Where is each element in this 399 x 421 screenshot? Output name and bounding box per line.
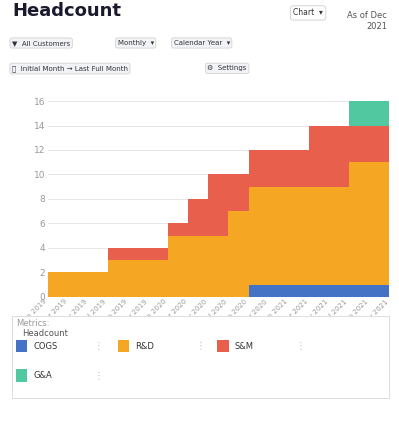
Text: Headcount: Headcount [12, 2, 121, 20]
Text: ⚙  Settings: ⚙ Settings [207, 65, 247, 71]
Text: ⬜  Initial Month → Last Full Month: ⬜ Initial Month → Last Full Month [12, 65, 128, 72]
Text: As of Dec
2021: As of Dec 2021 [347, 11, 387, 31]
Text: COGS: COGS [33, 341, 57, 351]
Text: ⋮: ⋮ [295, 341, 305, 351]
Text: Calendar Year  ▾: Calendar Year ▾ [174, 40, 230, 46]
Text: ▼  All Customers: ▼ All Customers [12, 40, 70, 46]
Text: ⋮: ⋮ [94, 370, 103, 381]
Text: Monthly  ▾: Monthly ▾ [118, 40, 154, 46]
Text: S&M: S&M [235, 341, 254, 351]
Text: Headcount: Headcount [22, 329, 68, 338]
Text: G&A: G&A [33, 371, 52, 380]
Text: ⋮: ⋮ [94, 341, 103, 351]
Text: Chart  ▾: Chart ▾ [293, 8, 323, 17]
Text: R&D: R&D [135, 341, 154, 351]
Text: Metrics:: Metrics: [16, 319, 49, 328]
Text: ⋮: ⋮ [196, 341, 205, 351]
